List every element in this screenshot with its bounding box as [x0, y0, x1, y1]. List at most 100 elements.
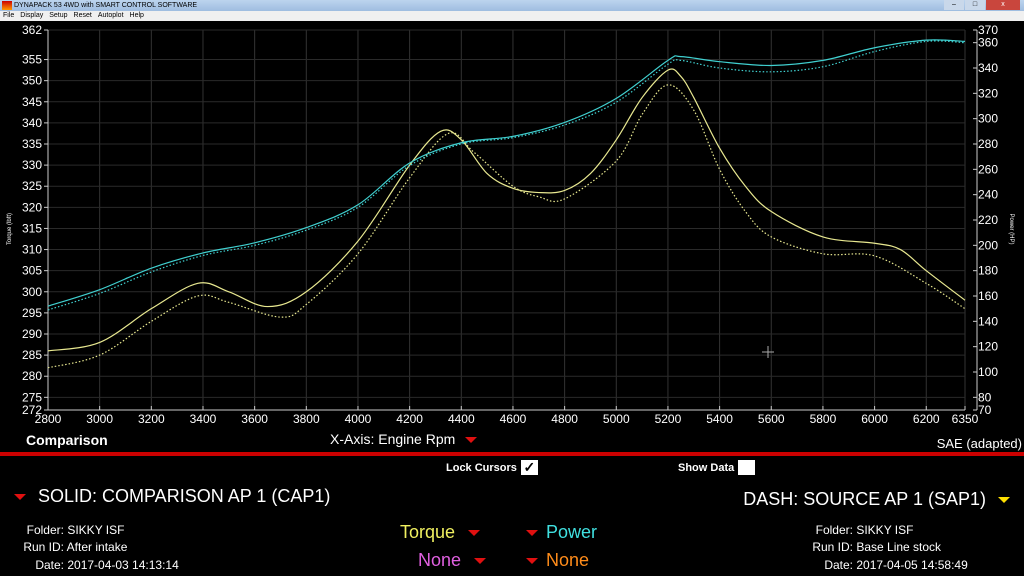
dropdown-arrow-icon[interactable]: [474, 558, 487, 565]
x-tick-label: 5000: [603, 412, 630, 426]
y-right-tick-label: 70: [978, 403, 992, 417]
date-value: 2017-04-03 14:13:14: [67, 558, 179, 572]
dash-run-title: DASH: SOURCE AP 1 (SAP1): [743, 489, 986, 509]
channel-4-selector[interactable]: None: [526, 550, 589, 571]
y-left-tick-label: 320: [22, 200, 42, 214]
channel-4-label: None: [546, 550, 590, 570]
x-tick-label: 4400: [448, 412, 475, 426]
y-left-tick-label: 290: [22, 327, 42, 341]
menu-reset[interactable]: Reset: [73, 12, 92, 19]
crosshair-cursor[interactable]: [762, 346, 774, 358]
y-right-tick-label: 260: [978, 162, 998, 176]
y-left-tick-label: 275: [22, 390, 42, 404]
solid-run-info: Folder: SIKKY ISF Run ID: After intake D…: [14, 523, 179, 572]
lock-cursors-control[interactable]: Lock Cursors ✓: [446, 460, 538, 475]
x-tick-label: 3200: [138, 412, 165, 426]
y-left-tick-label: 340: [22, 116, 42, 130]
y-right-tick-label: 200: [978, 238, 998, 252]
menu-setup[interactable]: Setup: [49, 12, 68, 19]
folder-value: SIKKY ISF: [67, 523, 125, 537]
y-right-tick-label: 140: [978, 314, 998, 328]
y-right-tick-label: 220: [978, 213, 998, 227]
y-left-tick-label: 310: [22, 243, 42, 257]
x-tick-label: 6000: [861, 412, 888, 426]
lock-cursors-label: Lock Cursors: [446, 461, 517, 474]
power-solid-line: [47, 39, 966, 307]
dash-run-info: Folder: SIKKY ISF Run ID: Base Line stoc…: [800, 523, 967, 572]
maximize-button[interactable]: □: [965, 0, 985, 10]
y-right-label: Power (HP): [1008, 213, 1014, 244]
dropdown-arrow-icon[interactable]: [526, 530, 538, 537]
x-tick-label: 5200: [655, 412, 682, 426]
menu-help[interactable]: Help: [129, 12, 144, 19]
y-left-tick-label: 272: [22, 403, 42, 417]
menu-display[interactable]: Display: [20, 12, 44, 19]
channel-2-selector[interactable]: Power: [526, 522, 597, 543]
lock-cursors-checkbox[interactable]: ✓: [520, 460, 538, 475]
dropdown-arrow-icon[interactable]: [998, 497, 1010, 504]
show-data-checkbox[interactable]: [738, 460, 756, 475]
y-right-tick-label: 340: [978, 61, 998, 75]
x-tick-label: 5800: [810, 412, 837, 426]
y-right-tick-label: 180: [978, 264, 998, 278]
x-axis-label: X-Axis: Engine Rpm: [330, 431, 456, 447]
y-left-tick-label: 325: [22, 179, 42, 193]
dash-run-selector[interactable]: DASH: SOURCE AP 1 (SAP1): [743, 489, 1010, 510]
x-tick-label: 5600: [758, 412, 785, 426]
y-left-tick-label: 280: [22, 369, 42, 383]
dyno-chart[interactable]: 2800 3000 3200 3400 3600 3800 4000 4200 4400 4600…: [0, 21, 1024, 431]
x-tick-label: 3400: [190, 412, 217, 426]
solid-run-selector[interactable]: SOLID: COMPARISON AP 1 (CAP1): [14, 486, 330, 507]
torque-solid-line: [47, 68, 966, 352]
x-axis-selector[interactable]: X-Axis: Engine Rpm: [330, 431, 478, 447]
folder-label: Folder:: [26, 523, 64, 537]
minimize-button[interactable]: –: [944, 0, 964, 10]
y-right-tick-label: 320: [978, 86, 998, 100]
x-tick-label: 4200: [396, 412, 423, 426]
solid-run-title: SOLID: COMPARISON AP 1 (CAP1): [38, 486, 331, 506]
y-left-tick-label: 295: [22, 306, 42, 320]
y-right-tick-label: 360: [978, 36, 998, 50]
x-tick-label: 3600: [241, 412, 268, 426]
dropdown-arrow-icon[interactable]: [465, 437, 478, 444]
y-left-tick-label: 345: [22, 95, 42, 109]
x-tick-label: 3800: [293, 412, 320, 426]
x-tick-label: 4000: [345, 412, 372, 426]
close-button[interactable]: x: [986, 0, 1020, 10]
run-id-label: Run ID:: [812, 540, 853, 554]
menu-autoplot[interactable]: Autoplot: [97, 12, 124, 19]
y-left-tick-label: 315: [22, 221, 42, 235]
show-data-control[interactable]: Show Data: [678, 460, 756, 475]
dropdown-arrow-icon[interactable]: [468, 530, 481, 537]
y-left-tick-label: 305: [22, 264, 42, 278]
comparison-label: Comparison: [26, 432, 108, 448]
divider: [0, 452, 1024, 456]
y-left-tick-label: 285: [22, 348, 42, 362]
y-left-tick-label: 300: [22, 285, 42, 299]
y-right-tick-label: 100: [978, 365, 998, 379]
channel-3-selector[interactable]: None: [418, 550, 487, 571]
power-dash-line: [47, 40, 966, 311]
y-left-tick-label: 335: [22, 137, 42, 151]
menu-bar: File Display Setup Reset Autoplot Help: [0, 11, 1024, 21]
dropdown-arrow-icon[interactable]: [14, 494, 26, 501]
y-left-tick-label: 330: [22, 158, 42, 172]
y-right-tick-label: 80: [978, 390, 992, 404]
y-left-tick-label: 362: [22, 23, 42, 37]
y-right-tick-label: 300: [978, 112, 998, 126]
y-right-tick-label: 280: [978, 137, 998, 151]
app-icon: [2, 1, 12, 10]
run-id-label: Run ID:: [23, 540, 64, 554]
channel-3-label: None: [418, 550, 462, 570]
dropdown-arrow-icon[interactable]: [526, 558, 538, 565]
x-tick-label: 6350: [952, 412, 979, 426]
channel-1-selector[interactable]: Torque: [400, 522, 481, 543]
y-right-tick-label: 160: [978, 289, 998, 303]
x-tick-label: 2800: [35, 412, 62, 426]
y-left-tick-label: 355: [22, 53, 42, 67]
run-id-value: After intake: [66, 540, 128, 554]
y-left-label: Torque (lbft): [7, 213, 13, 245]
run-id-value: Base Line stock: [856, 540, 942, 554]
x-tick-label: 6200: [913, 412, 940, 426]
menu-file[interactable]: File: [3, 12, 15, 19]
